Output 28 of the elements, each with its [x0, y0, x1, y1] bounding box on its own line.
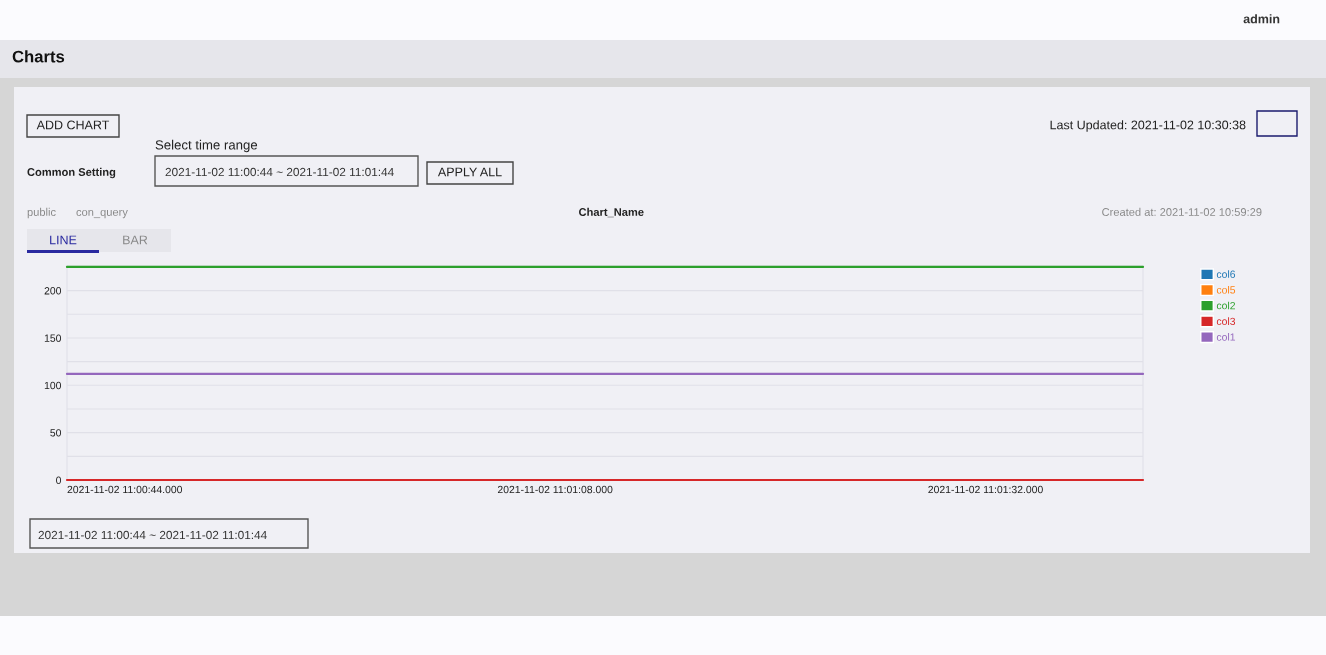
legend-label: col2 — [1216, 301, 1236, 310]
y-tick-label: 100 — [44, 381, 62, 390]
x-tick-label: 2021-11-02 11:01:32.000 — [928, 485, 1043, 494]
text: 2021-11-02 11:00:44 ~ 2021-11-02 11:01:44 — [165, 167, 394, 177]
y-tick-label: 0 — [56, 476, 62, 484]
x-tick-label: 2021-11-02 11:01:08.000 — [497, 485, 613, 494]
text: LINE — [50, 235, 77, 245]
text: Common Setting — [27, 167, 116, 179]
legend-label: col3 — [1216, 317, 1236, 326]
text: 2021-11-02 11:00:44 ~ 2021-11-02 11:01:44 — [38, 530, 267, 540]
legend-label: col5 — [1216, 285, 1236, 294]
text: con_query — [76, 209, 128, 219]
text: Charts — [12, 50, 65, 63]
text: public — [27, 207, 56, 219]
text: Created at: 2021-11-02 10:59:29 — [1102, 207, 1262, 216]
x-tick-label: 2021-11-02 11:00:44.000 — [67, 485, 183, 494]
text: admin — [1243, 14, 1280, 24]
y-tick-label: 200 — [44, 287, 62, 295]
chart-title: Chart_Name — [579, 207, 644, 218]
text: Last Updated: 2021-11-02 10:30:38 — [1050, 120, 1246, 132]
y-tick-label: 50 — [50, 429, 62, 437]
text: ADD CHART — [36, 120, 110, 130]
legend-label: col1 — [1216, 333, 1236, 341]
legend-label: col6 — [1216, 270, 1236, 278]
text: Select time range — [155, 139, 258, 153]
text: APPLY ALL — [437, 167, 502, 177]
text: BAR — [123, 235, 148, 245]
y-tick-label: 150 — [44, 334, 62, 342]
